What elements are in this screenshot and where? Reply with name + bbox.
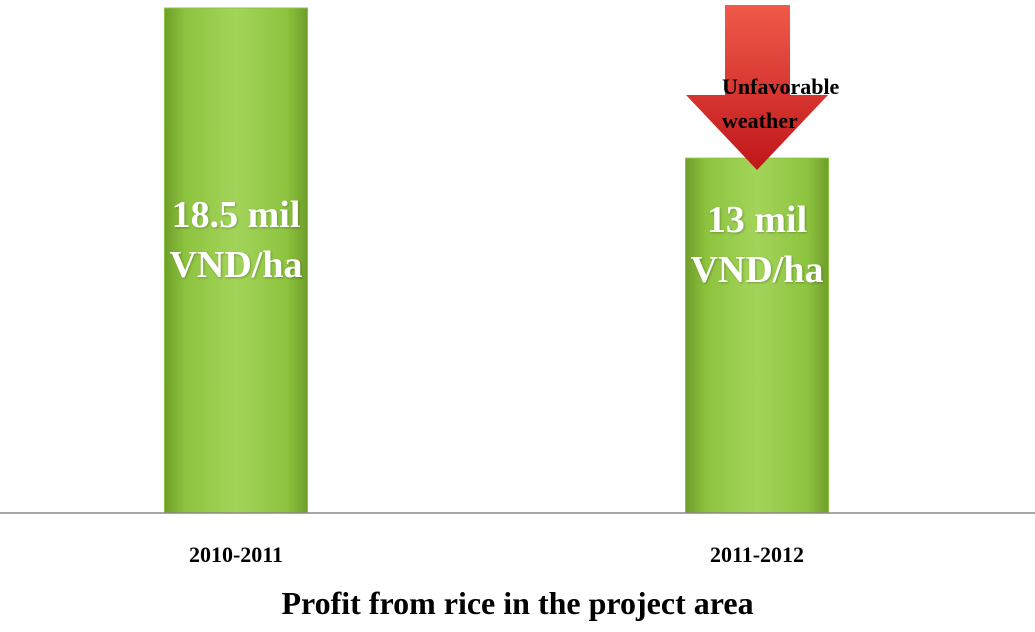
x-tick-label: 2011-2012	[709, 542, 805, 567]
chart-title: Profit from rice in the project area	[281, 585, 754, 621]
annotation: Unfavorable weather	[722, 74, 840, 133]
data-label: 13 mil VND/ha	[690, 199, 824, 291]
x-tick-label: 2010-2011	[188, 542, 284, 567]
bar	[164, 7, 308, 514]
bar	[685, 157, 829, 514]
data-label: 18.5 mil VND/ha	[169, 194, 303, 286]
down-arrow	[686, 5, 828, 170]
